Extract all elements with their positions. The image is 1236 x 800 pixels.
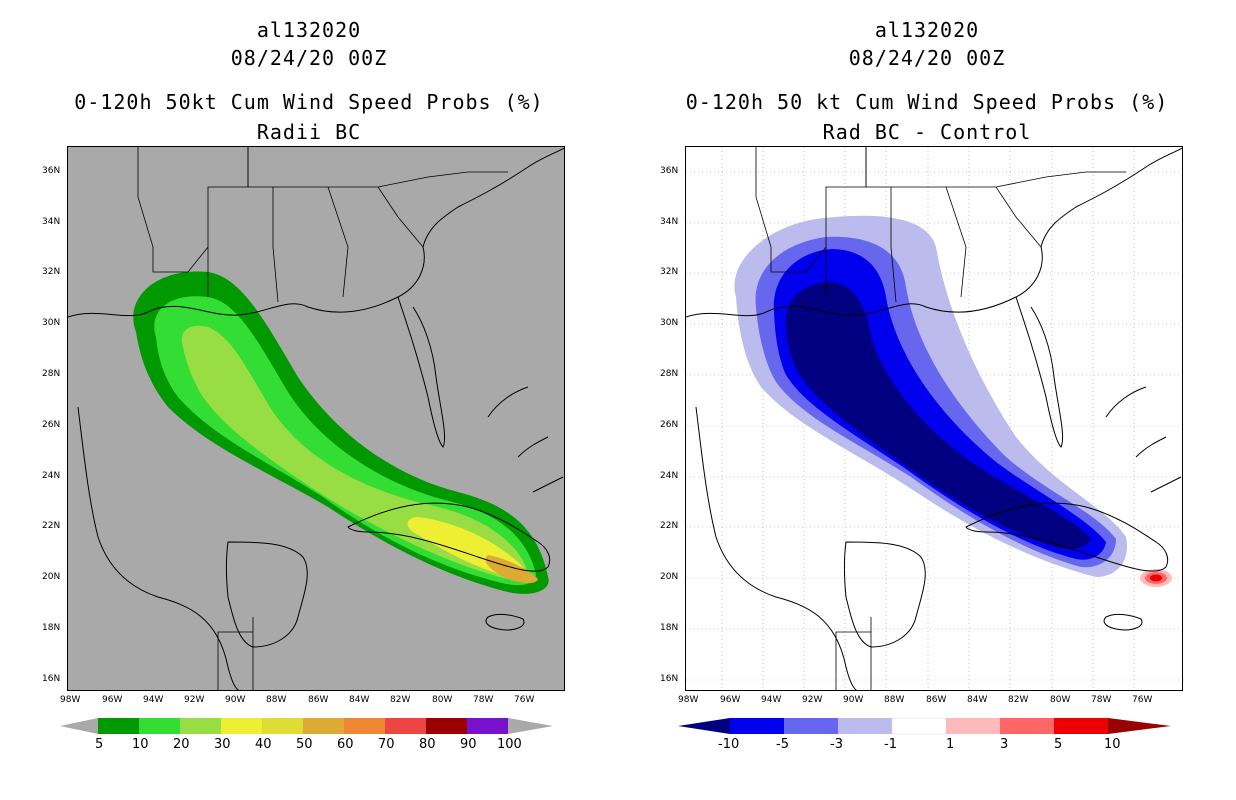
lat-label: 22N xyxy=(42,521,61,531)
lat-label: 32N xyxy=(42,267,61,277)
product-title: 0-120h 50 kt Cum Wind Speed Probs (%) xyxy=(685,90,1169,114)
product-subtitle: Radii BC xyxy=(256,120,362,144)
lon-label: 86W xyxy=(926,695,947,705)
lon-label: 78W xyxy=(473,695,494,705)
lat-label: 32N xyxy=(660,267,679,277)
lon-label: 98W xyxy=(678,695,699,705)
lat-label: 34N xyxy=(42,217,61,227)
lon-label: 76W xyxy=(1132,695,1153,705)
lon-label: 98W xyxy=(60,695,81,705)
colorbar-label: 3 xyxy=(1000,737,1009,752)
lat-label: 24N xyxy=(42,471,61,481)
storm-id: al132020 xyxy=(874,18,980,42)
coastlines xyxy=(686,147,1182,690)
lat-label: 28N xyxy=(42,369,61,379)
lat-label: 30N xyxy=(42,318,61,328)
lat-label: 16N xyxy=(660,674,679,684)
lat-label: 30N xyxy=(660,318,679,328)
colorbar-label: 10 xyxy=(132,737,149,752)
lon-label: 82W xyxy=(390,695,411,705)
lon-label: 84W xyxy=(967,695,988,705)
lat-label: 24N xyxy=(660,471,679,481)
lon-label: 90W xyxy=(225,695,246,705)
probability-map xyxy=(67,146,565,691)
mexico-borders xyxy=(835,617,872,690)
lat-label: 18N xyxy=(42,623,61,633)
product-subtitle: Rad BC - Control xyxy=(822,120,1032,144)
diff-band-extreme xyxy=(786,282,1091,549)
lon-label: 96W xyxy=(720,695,741,705)
colorbar-label: 5 xyxy=(1054,737,1063,752)
difference-map xyxy=(685,146,1183,691)
prob-band-50 xyxy=(485,555,538,584)
lon-label: 76W xyxy=(514,695,535,705)
colorbar-label: 5 xyxy=(95,737,104,752)
state-borders xyxy=(755,147,1126,303)
colorbar-label: 90 xyxy=(460,737,477,752)
lon-label: 92W xyxy=(184,695,205,705)
colorbar-label: -3 xyxy=(830,737,843,752)
colorbar-label: -1 xyxy=(884,737,897,752)
lon-label: 94W xyxy=(143,695,164,705)
colorbar-label: 1 xyxy=(946,737,955,752)
state-borders xyxy=(137,147,508,303)
colorbar-label: 80 xyxy=(419,737,436,752)
coastlines xyxy=(68,147,564,690)
mexico-borders xyxy=(217,617,254,690)
forecast-datetime: 08/24/20 00Z xyxy=(230,46,388,70)
forecast-datetime: 08/24/20 00Z xyxy=(848,46,1006,70)
lon-label: 86W xyxy=(308,695,329,705)
lat-label: 22N xyxy=(660,521,679,531)
lat-label: 18N xyxy=(660,623,679,633)
right-panel: al132020 08/24/20 00Z 0-120h 50 kt Cum W… xyxy=(618,0,1236,800)
colorbar-label: 20 xyxy=(173,737,190,752)
lat-label: 28N xyxy=(660,369,679,379)
product-title: 0-120h 50kt Cum Wind Speed Probs (%) xyxy=(74,90,544,114)
lat-label: 26N xyxy=(660,420,679,430)
lon-label: 88W xyxy=(266,695,287,705)
lat-label: 20N xyxy=(42,572,61,582)
colorbar xyxy=(678,717,1171,735)
lon-label: 88W xyxy=(884,695,905,705)
prob-band-20 xyxy=(181,325,528,580)
colorbar-label: 50 xyxy=(296,737,313,752)
lat-label: 36N xyxy=(42,166,61,176)
lon-label: 82W xyxy=(1008,695,1029,705)
lon-label: 96W xyxy=(102,695,123,705)
colorbar-label: 40 xyxy=(255,737,272,752)
left-panel: al132020 08/24/20 00Z 0-120h 50kt Cum Wi… xyxy=(42,18,565,752)
colorbar-label: -5 xyxy=(776,737,789,752)
lat-label: 34N xyxy=(660,217,679,227)
colorbar-label: 10 xyxy=(1104,737,1121,752)
lon-label: 80W xyxy=(1050,695,1071,705)
lat-label: 36N xyxy=(660,166,679,176)
lon-label: 92W xyxy=(802,695,823,705)
lon-label: 94W xyxy=(761,695,782,705)
lon-label: 84W xyxy=(349,695,370,705)
storm-id: al132020 xyxy=(256,18,362,42)
lon-label: 80W xyxy=(432,695,453,705)
colorbar-label: 100 xyxy=(497,737,522,752)
colorbar-label: -10 xyxy=(718,737,740,752)
lat-label: 26N xyxy=(42,420,61,430)
lat-label: 16N xyxy=(42,674,61,684)
colorbar xyxy=(60,718,553,734)
colorbar-label: 60 xyxy=(337,737,354,752)
lon-label: 90W xyxy=(843,695,864,705)
colorbar-label: 30 xyxy=(214,737,231,752)
lat-label: 20N xyxy=(660,572,679,582)
lon-label: 78W xyxy=(1091,695,1112,705)
colorbar-label: 70 xyxy=(378,737,395,752)
